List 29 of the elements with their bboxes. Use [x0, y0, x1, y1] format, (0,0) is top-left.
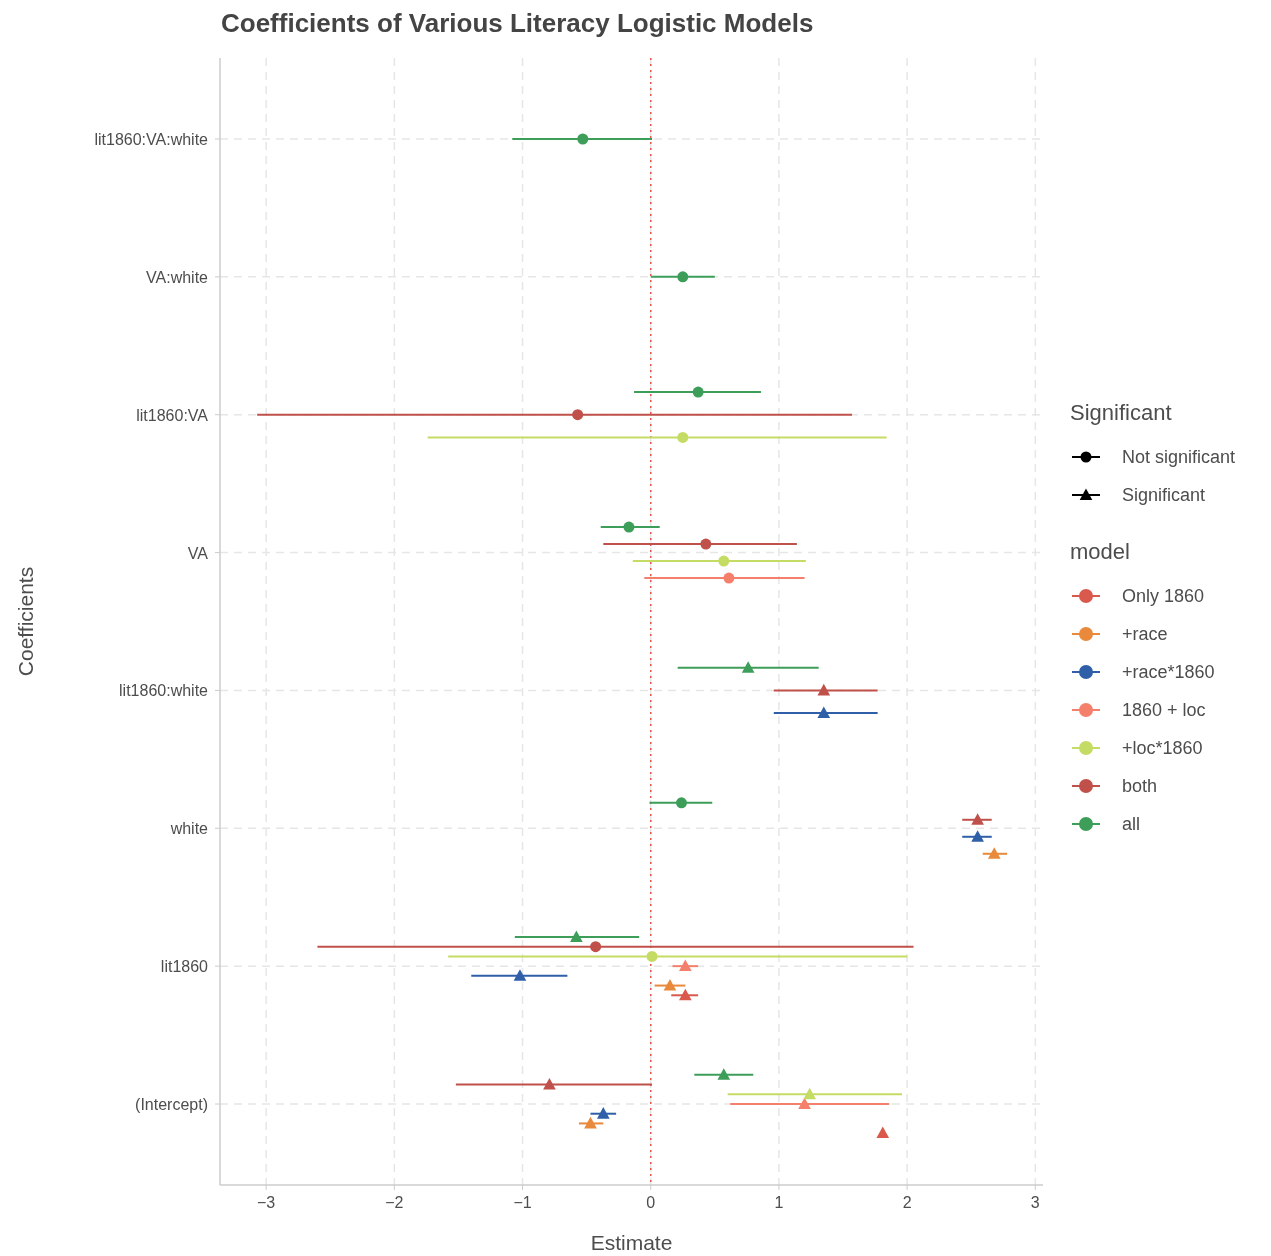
x-axis-title: Estimate	[590, 1231, 673, 1254]
y-tick-label: lit1860:white	[119, 682, 209, 700]
text: Significant	[1070, 400, 1172, 425]
y-tick-label: lit1860:VA:white	[94, 131, 209, 148]
y-tick-label: VA	[187, 544, 209, 562]
chart-title: Coefficients of Various Literacy Logistic Models	[221, 8, 814, 38]
legend-label: Only 1860	[1122, 586, 1205, 606]
legend-label: all	[1122, 814, 1141, 834]
y-tick-label: lit1860:VA	[136, 406, 209, 424]
x-tick-label: 0	[646, 1194, 656, 1211]
y-tick-label: (Intercept)	[135, 1096, 208, 1113]
legend-label: 1860 + loc	[1122, 700, 1206, 720]
y-tick-label: lit1860	[160, 958, 209, 976]
y-tick-label: VA:white	[146, 268, 209, 286]
text: Not significant	[1122, 447, 1236, 467]
x-tick-label: 2	[902, 1194, 912, 1211]
x-tick-label: 3	[1030, 1194, 1040, 1211]
x-tick-label: −1	[513, 1194, 532, 1211]
legend-label: +race	[1122, 624, 1168, 644]
y-tick-label: white	[169, 820, 209, 838]
x-tick-label: 1	[774, 1194, 784, 1211]
y-axis-title: Coefficients	[14, 566, 37, 677]
legend-title: model	[1070, 539, 1130, 564]
text: Significant	[1122, 485, 1206, 505]
x-tick-label: −3	[257, 1194, 276, 1211]
legend-label: +race*1860	[1122, 662, 1215, 682]
legend-label: +loc*1860	[1122, 738, 1203, 758]
legend-label: both	[1122, 776, 1158, 796]
x-tick-label: −2	[385, 1194, 404, 1211]
